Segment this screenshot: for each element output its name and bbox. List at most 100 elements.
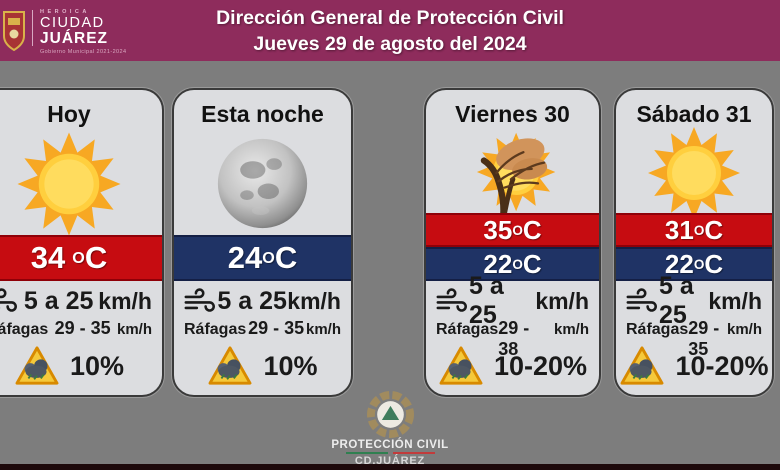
low-temp-value: 22 bbox=[664, 248, 694, 279]
wind-range: 5 a 25 bbox=[659, 272, 694, 329]
rain-row: 10% bbox=[0, 343, 162, 395]
wind-range: 5 a 25 bbox=[217, 286, 287, 315]
high-temp-value: 34 bbox=[30, 240, 66, 275]
temp-unit: C bbox=[704, 248, 724, 279]
gust-label: Ráfagas bbox=[436, 321, 499, 338]
card-title: Sábado 31 bbox=[636, 100, 752, 127]
wind-row: 5 a 25 km/h bbox=[174, 284, 351, 318]
temp-unit: C bbox=[704, 214, 724, 245]
brand-text: HEROICA CIUDAD JUÁREZ Gobierno Municipal… bbox=[40, 6, 126, 56]
proteccion-civil-emblem-icon bbox=[366, 391, 414, 438]
red-bar bbox=[392, 452, 435, 454]
gust-unit: km/h bbox=[726, 321, 762, 338]
rain-probability: 10% bbox=[69, 350, 125, 381]
forecast-card-hoy: Hoy 34 OC 5 a 25 km/h Ráfagas 29 - 35 km/… bbox=[0, 88, 164, 397]
wind-unit: km/h bbox=[287, 287, 341, 314]
gust-label: Ráfagas bbox=[626, 321, 689, 338]
forecast-card-viernes-30: Viernes 30 35 O C 22 O C bbox=[424, 88, 601, 397]
card-title: Viernes 30 bbox=[455, 100, 570, 127]
gust-row: Ráfagas 29 - 35 km/h bbox=[174, 318, 351, 343]
wind-icon bbox=[436, 287, 467, 312]
high-temp-value: 35 bbox=[483, 214, 513, 245]
page-title: Dirección General de Protección Civil bbox=[216, 7, 564, 29]
low-temp-value: 22 bbox=[483, 248, 513, 279]
gust-unit: km/h bbox=[305, 321, 341, 338]
high-temp-value: 31 bbox=[664, 214, 694, 245]
wind-icon bbox=[184, 287, 215, 312]
gust-label: Ráfagas bbox=[184, 321, 247, 338]
degree-symbol: O bbox=[262, 248, 275, 267]
degree-symbol: O bbox=[72, 248, 85, 267]
header-bar: HEROICA CIUDAD JUÁREZ Gobierno Municipal… bbox=[0, 0, 780, 61]
footer-org-name: PROTECCIÓN CIVIL bbox=[331, 439, 449, 451]
gust-row: Ráfagas 29 - 35 km/h bbox=[0, 318, 162, 343]
sun-windy-tree-icon bbox=[426, 132, 599, 225]
gust-label: Ráfagas bbox=[0, 321, 49, 338]
gust-unit: km/h bbox=[553, 321, 589, 338]
high-temp-band: 35 O C bbox=[426, 213, 599, 247]
storm-warning-icon bbox=[620, 346, 664, 385]
green-bar bbox=[345, 452, 388, 454]
rain-probability: 10-20% bbox=[675, 350, 769, 381]
wind-range: 5 a 25 bbox=[23, 286, 94, 315]
degree-symbol: O bbox=[512, 256, 523, 272]
brand-ciudad: CIUDAD bbox=[40, 15, 105, 32]
rain-probability: 10% bbox=[263, 350, 318, 381]
forecast-card-esta-noche: Esta noche 24 O C bbox=[172, 88, 353, 397]
low-temp-value: 24 bbox=[227, 240, 263, 275]
gust-unit: km/h bbox=[116, 321, 152, 338]
bottom-strip bbox=[0, 464, 780, 470]
page-date: Jueves 29 de agosto del 2024 bbox=[253, 32, 527, 55]
city-brand: HEROICA CIUDAD JUÁREZ Gobierno Municipal… bbox=[0, 0, 126, 61]
gust-range: 29 - 38 bbox=[498, 318, 530, 359]
temp-unit: C bbox=[522, 214, 542, 245]
card-title: Esta noche bbox=[201, 100, 324, 127]
wind-row: 5 a 25 km/h bbox=[0, 284, 162, 318]
card-title: Hoy bbox=[47, 100, 91, 127]
high-temp-band: 34 O C bbox=[0, 235, 162, 281]
brand-subtitle: Gobierno Municipal 2021-2024 bbox=[40, 48, 127, 55]
storm-warning-icon bbox=[208, 346, 252, 385]
degree-symbol: O bbox=[693, 256, 705, 272]
header-titles: Dirección General de Protección Civil Ju… bbox=[0, 6, 780, 57]
wind-unit: km/h bbox=[98, 287, 152, 314]
temp-unit: C bbox=[522, 248, 542, 279]
brand-divider bbox=[32, 9, 33, 46]
degree-symbol: O bbox=[512, 222, 523, 238]
degree-symbol: O bbox=[693, 222, 705, 238]
rain-probability: 10-20% bbox=[493, 350, 588, 381]
sun-icon bbox=[616, 126, 772, 219]
temp-unit: C bbox=[84, 240, 108, 275]
low-temp-band: 24 O C bbox=[174, 235, 351, 281]
storm-warning-icon bbox=[15, 346, 59, 385]
gust-range: 29 - 35 bbox=[688, 318, 720, 359]
full-moon-icon bbox=[174, 132, 351, 235]
wind-unit: km/h bbox=[708, 287, 762, 314]
storm-warning-icon bbox=[439, 346, 483, 385]
rain-row: 10% bbox=[174, 343, 351, 395]
wind-icon bbox=[0, 287, 17, 312]
gust-row: Ráfagas 29 - 35 km/h bbox=[616, 318, 772, 359]
gust-range: 29 - 35 bbox=[248, 318, 305, 338]
temp-unit: C bbox=[274, 240, 298, 275]
brand-heroica: HEROICA bbox=[40, 8, 90, 15]
proteccion-civil-footer: PROTECCIÓN CIVIL CD.JUÁREZ bbox=[0, 391, 780, 467]
footer-flag-bars bbox=[345, 452, 435, 454]
rain-row: 10-20% bbox=[616, 343, 772, 395]
wind-unit: km/h bbox=[535, 287, 589, 314]
coat-of-arms-icon bbox=[3, 10, 25, 51]
gust-row: Ráfagas 29 - 38 km/h bbox=[426, 318, 599, 359]
forecast-card-sabado-31: Sábado 31 31 O C 22 O C 5 a 25 km/h Ráfagas bbox=[614, 88, 774, 397]
low-temp-band: 22 O C bbox=[426, 247, 599, 281]
brand-juarez: JUÁREZ bbox=[40, 29, 109, 47]
wind-icon bbox=[626, 287, 657, 312]
high-temp-band: 31 O C bbox=[616, 213, 772, 247]
sun-icon bbox=[0, 131, 162, 236]
gust-range: 29 - 35 bbox=[54, 318, 111, 338]
wind-range: 5 a 25 bbox=[469, 272, 504, 329]
wind-row: 5 a 25 km/h bbox=[426, 272, 599, 329]
footer-city-name: CD.JUÁREZ bbox=[354, 455, 426, 467]
wind-row: 5 a 25 km/h bbox=[616, 272, 772, 329]
low-temp-band: 22 O C bbox=[616, 247, 772, 281]
